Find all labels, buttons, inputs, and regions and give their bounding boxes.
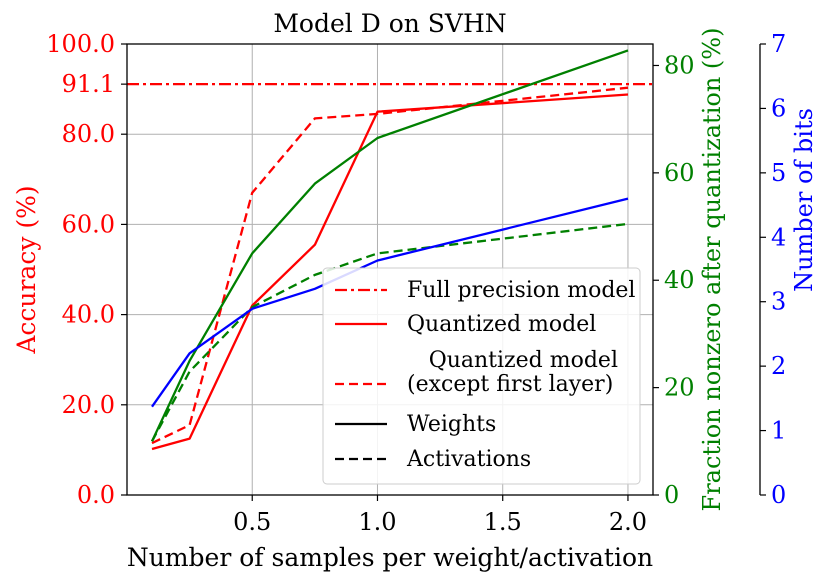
y-axis-right2-label: Number of bits (790, 108, 818, 292)
x-tick-label: 1.5 (484, 508, 522, 536)
legend-label-activations: Activations (406, 447, 531, 472)
y-axis-right1-label: Fraction nonzero after quantization (%) (698, 28, 726, 512)
axes: 0.5 1.0 1.5 2.0 0.0 20.0 40.0 60.0 80.0 91.1 100.0… (46, 30, 786, 536)
y-right2-tick-label: 4 (771, 223, 786, 251)
y-right1-tick-label: 60 (664, 159, 695, 187)
legend-label-weights: Weights (407, 412, 496, 437)
y-right2-tick-label: 7 (771, 30, 786, 58)
y-right2-tick-label: 0 (771, 481, 786, 509)
series-layer (127, 49, 653, 451)
y-right1-tick-label: 0 (664, 481, 679, 509)
x-tick-label: 2.0 (609, 508, 647, 536)
legend-label-quantized: Quantized model (407, 312, 596, 337)
series-line-2 (151, 86, 629, 445)
series-line-4 (150, 222, 629, 442)
legend-label-quantized-except-first-line2: (except first layer) (407, 372, 613, 397)
y-right1-tick-label: 40 (664, 266, 695, 294)
y-left-tick-label: 91.1 (62, 70, 115, 98)
y-left-tick-label: 20.0 (62, 391, 115, 419)
y-right1-tick-label: 80 (664, 51, 695, 79)
legend: Full precision model Quantized model Qua… (322, 267, 641, 485)
y-right2-tick-label: 6 (771, 94, 786, 122)
y-left-tick-label: 0.0 (77, 481, 115, 509)
x-axis-label: Number of samples per weight/activation (127, 543, 653, 572)
y-right2-tick-label: 5 (771, 159, 786, 187)
y-left-tick-label: 60.0 (62, 210, 115, 238)
y-right1-tick-label: 20 (664, 374, 695, 402)
series-line-5 (151, 197, 629, 408)
y-left-tick-label: 40.0 (62, 301, 115, 329)
y-right2-tick-label: 2 (771, 352, 786, 380)
chart-title: Model D on SVHN (273, 9, 506, 38)
y-left-tick-label: 80.0 (62, 120, 115, 148)
legend-label-quantized-except-first-line1: Quantized model (429, 348, 618, 373)
x-tick-label: 0.5 (233, 508, 271, 536)
plot-frame (126, 43, 654, 496)
y-left-tick-label: 100.0 (46, 30, 115, 58)
x-tick-label: 1.0 (358, 508, 396, 536)
series-line-3 (150, 49, 629, 442)
y-right2-tick-label: 1 (771, 417, 786, 445)
legend-box (322, 267, 641, 485)
y-axis-left-label: Accuracy (%) (12, 185, 41, 354)
legend-label-full-precision: Full precision model (407, 278, 635, 303)
y-right2-tick-label: 3 (771, 288, 786, 316)
